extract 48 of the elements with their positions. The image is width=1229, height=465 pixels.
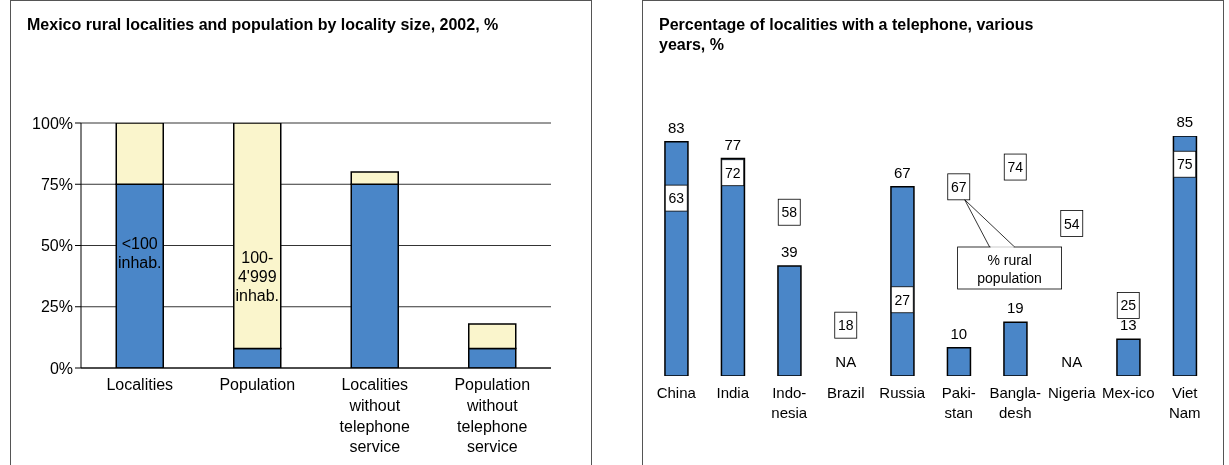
- data-label: 10: [950, 324, 968, 342]
- y-tick-label: 0%: [49, 359, 73, 377]
- data-label: 77: [724, 135, 742, 153]
- y-tick-label: 75%: [40, 175, 73, 193]
- x-tick-label: Localities: [106, 376, 174, 393]
- series-label: 100-4'999 inhab.: [235, 248, 280, 304]
- data-label: 13: [1119, 316, 1137, 334]
- y-tick-label: 25%: [40, 298, 73, 316]
- data-label: 27: [894, 291, 911, 308]
- x-tick-label: Bangla-desh: [989, 384, 1042, 421]
- data-label: 72: [724, 164, 741, 181]
- bar: [777, 265, 802, 376]
- y-tick-label: 100%: [32, 114, 73, 132]
- chart-title: Percentage of localities with a telephone, various years, %: [659, 15, 1035, 55]
- x-tick-label: Brazil: [826, 384, 865, 401]
- x-tick-label: China: [656, 384, 697, 401]
- x-tick-label: Population without telephone service: [454, 376, 531, 456]
- data-label: 75: [1176, 156, 1193, 173]
- text: NA: [1061, 353, 1083, 370]
- x-tick-label: Population: [219, 376, 296, 393]
- bar: [946, 347, 972, 376]
- x-tick-label: India: [716, 384, 750, 401]
- chart-title: Mexico rural localities and population by locality size, 2002, %: [27, 15, 500, 35]
- y-tick-label: 50%: [40, 237, 73, 255]
- data-label: 67: [893, 163, 911, 181]
- x-tick-label: Paki-stan: [941, 384, 976, 421]
- series-label: <100 inhab.: [117, 234, 162, 271]
- x-tick-label: Indo-nesia: [771, 384, 808, 421]
- data-label: 85: [1176, 113, 1194, 130]
- text: NA: [835, 353, 857, 370]
- bar: [1116, 338, 1141, 376]
- data-label: 83: [667, 118, 685, 136]
- series-label: % rural population: [977, 252, 1042, 286]
- data-label: 58: [781, 204, 798, 221]
- data-label: 19: [1006, 299, 1024, 317]
- x-tick-label: Viet Nam: [1168, 384, 1201, 421]
- x-tick-label: Russia: [879, 384, 926, 401]
- data-label: 25: [1120, 297, 1137, 314]
- x-tick-label: Nigeria: [1047, 384, 1097, 401]
- x-tick-label: Localities without telephone service: [339, 376, 410, 456]
- bar: [1003, 321, 1028, 376]
- data-label: 54: [1063, 215, 1080, 232]
- x-tick-label: Mex-ico: [1101, 384, 1155, 401]
- data-label: 63: [668, 190, 685, 207]
- data-label: 39: [780, 242, 798, 260]
- data-label: 18: [837, 317, 854, 334]
- data-label: 67: [950, 178, 967, 195]
- data-label: 74: [1007, 159, 1024, 176]
